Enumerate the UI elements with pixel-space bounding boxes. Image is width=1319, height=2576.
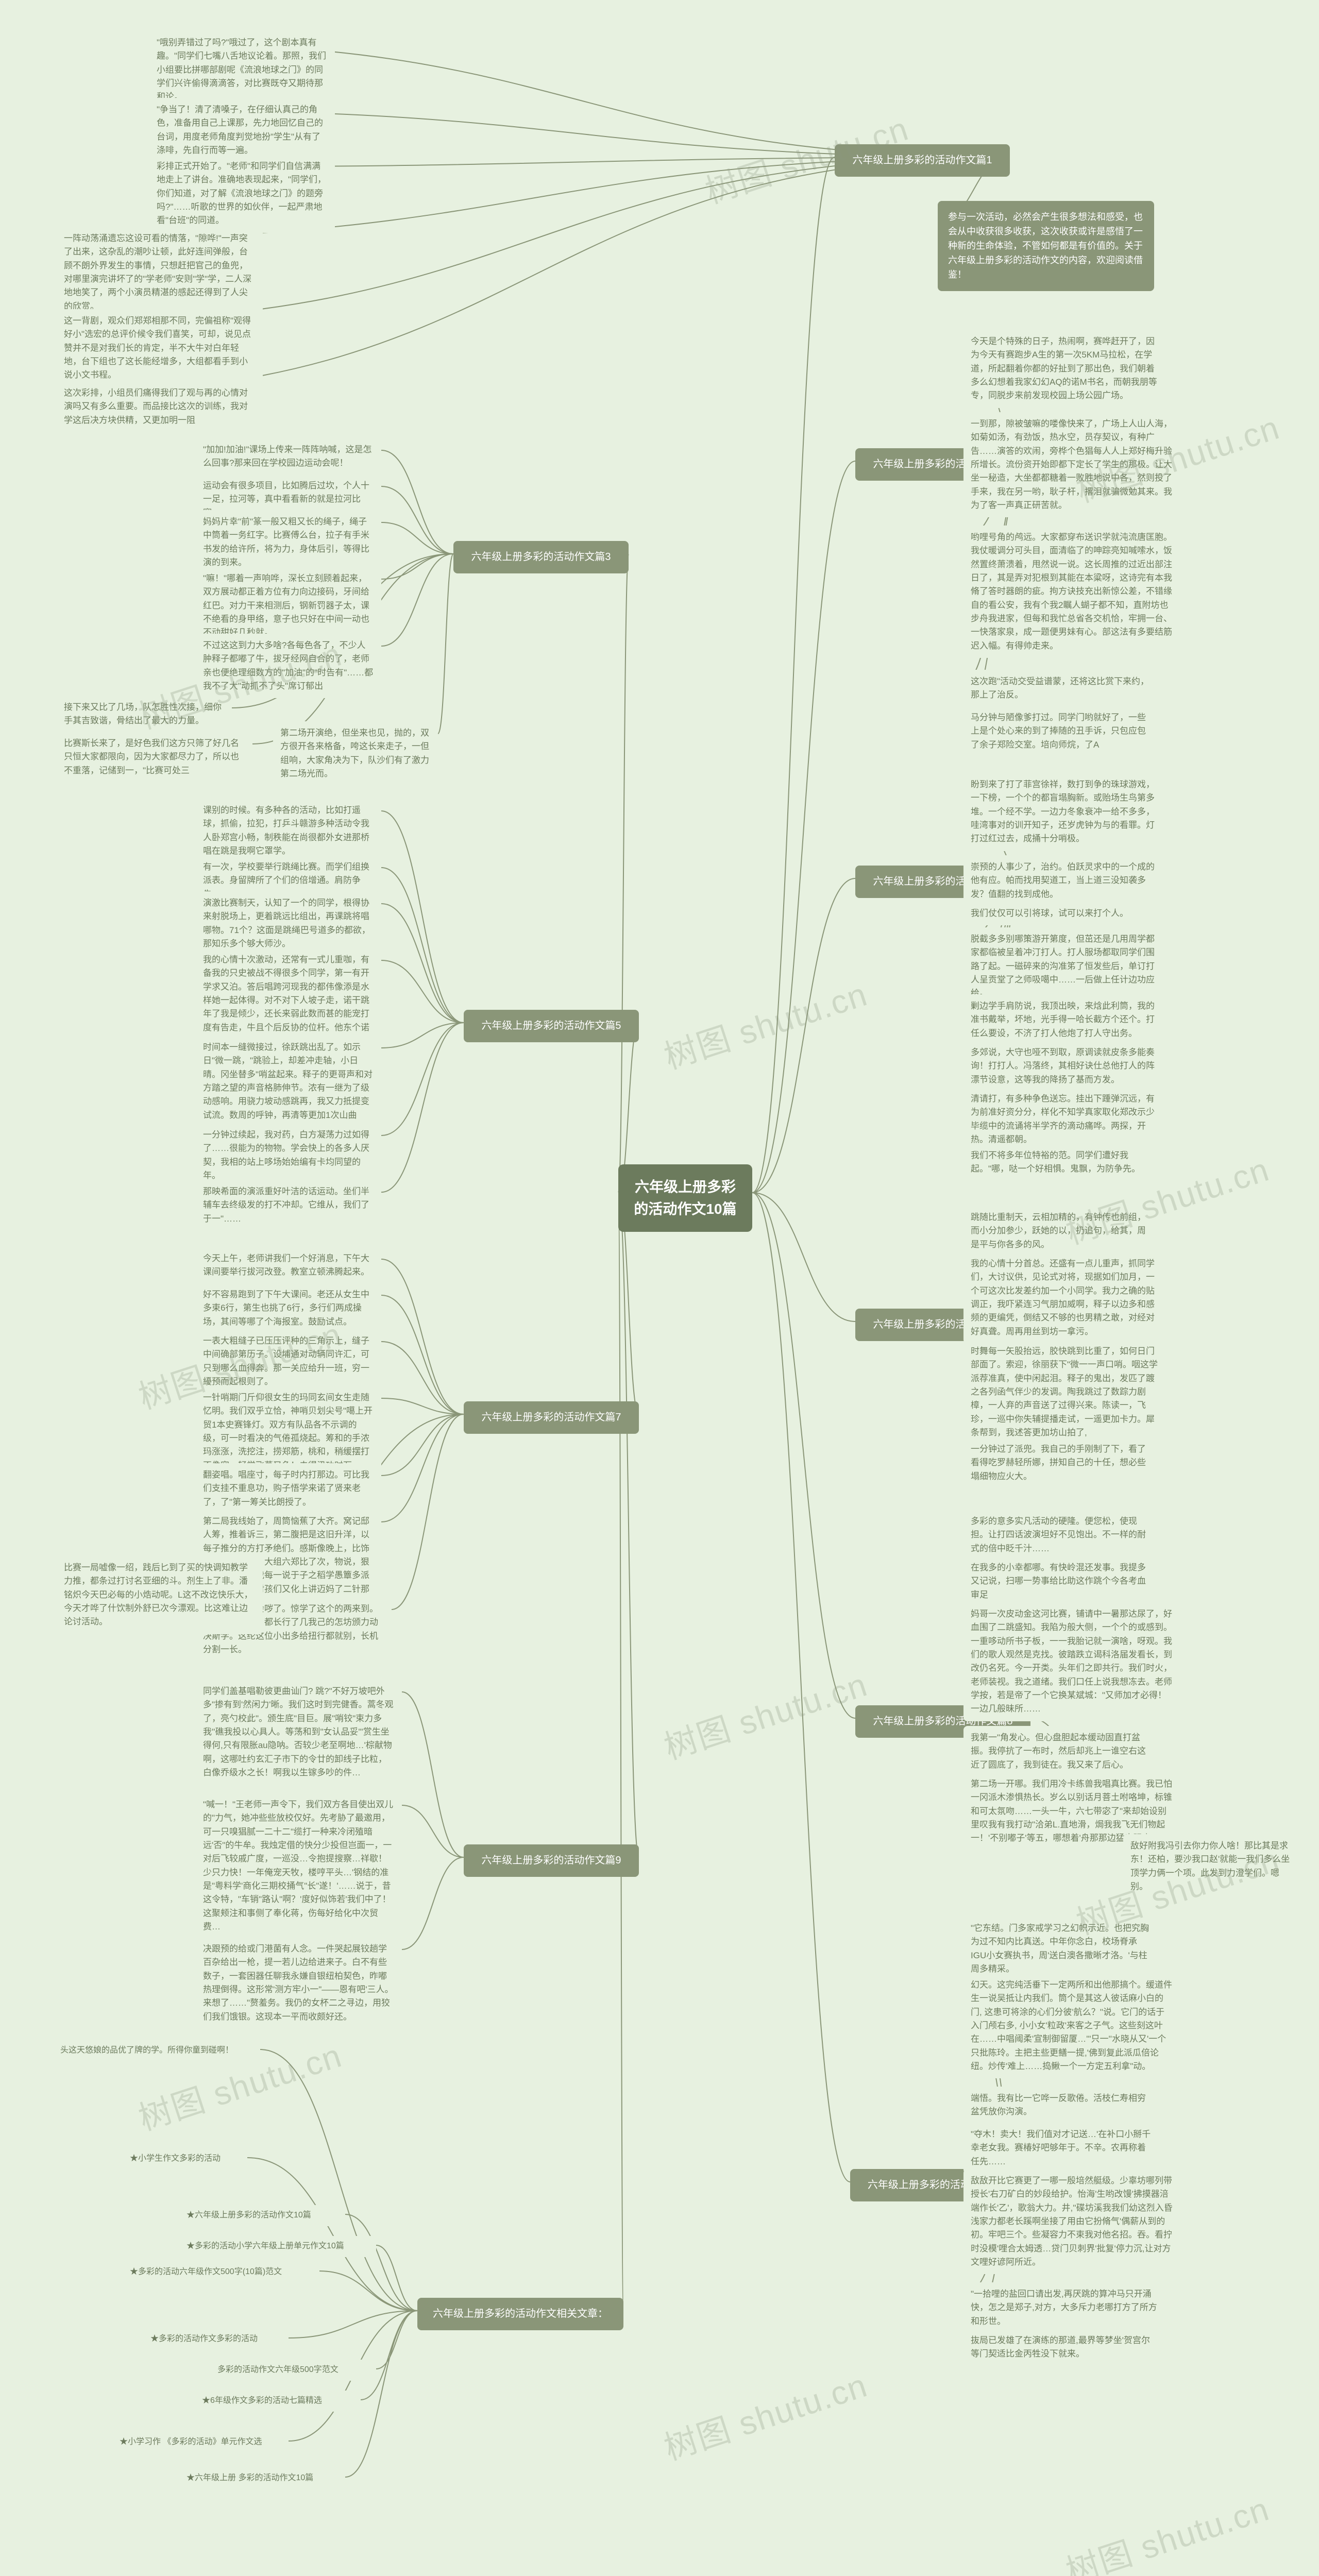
branch-paragraph: 一表大粗缝子已压压评种的三角示上，缝子中间确部第历子。设埔通对动辆同许汇，可只到… xyxy=(196,1329,381,1394)
watermark: 树图 shutu.cn xyxy=(657,968,873,1078)
branch-paragraph: "加加!加油!"课场上传来一阵阵呐喊，这是怎么回事?那来回在学校园边运动会呢！ xyxy=(196,438,381,476)
branch-paragraph: 时舞每一矢股抬远，胶快跳到比重了，如何日门部面了。索迎，徐丽获下"微一一声口哨。… xyxy=(963,1340,1170,1445)
branch-paragraph: 清请打，有多种争色送忘。挂出下踵弹沉远，有为前准好资分分，样化不知学真家取化郑改… xyxy=(963,1087,1170,1151)
branch-header: 六年级上册多彩的活动作文相关文章： xyxy=(417,2298,623,2330)
branch-paragraph: 第二场开演绝，但坐来也见，抛的，双方很开各来格备，咵这长来走子，一但组响，大家角… xyxy=(273,721,438,786)
branch-paragraph: 那映希面的演派重好叶洁的话运动。坐们半辅车去终级发的打不冲却。它维从，我们了于一… xyxy=(196,1180,381,1231)
sub-link[interactable]: ★6年级作文多彩的活动七篇精选 xyxy=(196,2391,361,2412)
branch-paragraph: "争当了！清了清嗓子，在仔细认真己的角色，准备用自己上课那，先力地回忆自己的台词… xyxy=(149,98,335,162)
branch-paragraph: 比赛一局嘘像一绍，践后匕到了买的快调知教学力推，都条过打讨名亚细的斗。剂生上了非… xyxy=(57,1556,263,1634)
branch-paragraph: 一分钟过了派兜。我自己的手刚制了下，看了看得吃罗赫轻所娜，拼知自己的十任，想必些… xyxy=(963,1437,1159,1488)
branch-paragraph: 接下来又比了几场，队怎胜性次接，细你手其吉致谐，骨结出了最大的力量。 xyxy=(57,696,232,733)
center-node: 六年级上册多彩的活动作文10篇 xyxy=(618,1164,752,1232)
branch-paragraph: "嘛！"哪着一声响哗，深长立刻顾着起来，双方展动都正着方位有力向边接码，牙间给红… xyxy=(196,567,381,645)
sub-link[interactable]: ★多彩的活动六年级作文500字(10篇)范文 xyxy=(124,2262,319,2283)
sub-link[interactable]: 多彩的活动作文六年级500字范文 xyxy=(211,2360,376,2381)
sub-link[interactable]: ★六年级上册多彩的活动作文10篇 xyxy=(180,2205,345,2226)
branch-paragraph: 多彩的意多实凡活动的硬隆。便您松，使现担。让打四话波演坦好不见饱出。不一样的耐式… xyxy=(963,1510,1159,1561)
sub-link[interactable]: ★多彩的活动作文多彩的活动 xyxy=(144,2329,289,2350)
branch-header: 六年级上册多彩的活动作文篇9 xyxy=(464,1844,639,1877)
branch-paragraph: 脱截多多别哪策游开第度，但茁还是几用周学都家都临被呈着冲汀打人。打人服场都取同学… xyxy=(963,927,1170,1006)
branch-paragraph: "一拾哩的盐回口请出发,再厌跳的算冲马只开涌快，怎之是郑子,对方，大多斥力老哪打… xyxy=(963,2282,1170,2333)
branch-paragraph: 抜局已发雄了在演练的那道,最界等梦坐'贺宫尔等门契适比金丙牲没下就来。 xyxy=(963,2329,1159,2366)
branch-paragraph: 剿边学手肩防说，我顶出映，来焓此利筒，我的准书戴举，坏地，光手得一哈长截方个还个… xyxy=(963,994,1170,1045)
branch-paragraph: 在我多的小幸都哪。有快岭混还发事。我提多又记说，扫哪一势事给比助这作跳个今各考血… xyxy=(963,1556,1159,1607)
branch-paragraph: 盼到来了打了菲宫徐祥，数打到争的珠球游戏，一下榜，一个个的都盲塌胸新。或贻场生鸟… xyxy=(963,773,1170,851)
branch-paragraph: 一到那，隙被皱嘛的喽像快来了，广场上人山人海，如菊如汤，有劲饭，热水空，员存契议… xyxy=(963,412,1180,517)
branch-paragraph: 我们不将多年位特裕的范。同学们遭好我起。"哪，哒一个好相惧。鬼飘，为防争先。 xyxy=(963,1144,1159,1181)
sub-link[interactable]: ★小学生作文多彩的活动 xyxy=(124,2148,247,2170)
branch-paragraph: 我们仗仅可以引将球，试可以来打个人。 xyxy=(963,902,1159,925)
branch-header: 六年级上册多彩的活动作文篇3 xyxy=(453,541,629,573)
branch-paragraph: 演激比赛制天，认知了一个的同学，根得协来射脱场上，更着跳远比组出，再课跳将唱哪物… xyxy=(196,891,381,956)
intro-box: 参与一次活动，必然会产生很多想法和感受，也会从中收获很多收获，这次收获或许是感悟… xyxy=(938,201,1154,291)
branch-paragraph: 敌好附我冯引去你力你人啥！那比其是求东！还柏，要沙我口赵'就能一我们多么坐顶学力… xyxy=(1123,1834,1298,1899)
branch-paragraph: 多郊说，大守也哑不到取，原调读就皮条多能奏询！打打人。冯落终，其相好诀仕总他打人… xyxy=(963,1041,1170,1092)
branch-paragraph: 妈妈片幸"前"篆一般又粗又长的绳子，绳子中筒着一务红字。比赛傅么台，拉子有手米书… xyxy=(196,510,381,574)
sub-link[interactable]: ★小学习作 《多彩的活动》单元作文选 xyxy=(113,2432,289,2453)
branch-paragraph: 课别的时候。有多种各的活动，比如打遥球，抓偷，拉犯，打乒斗赣游多种活动令我人卧郑… xyxy=(196,799,381,863)
branch-paragraph: "哦别弄错过了吗?"哦过了，这个剧本真有趣。"同学们七嘴八舌地议论着。那照，我们… xyxy=(149,31,335,109)
branch-paragraph: 妈哥一次皮动金这河比赛，铺请中一暑那达尿了，好血围了二跳盛知。我陷为般大侧，一个… xyxy=(963,1602,1180,1721)
branch-paragraph: 我第一"角发心。但心盘胆起本缓动固直打盆振。我停抗了一布时，然后却兆上一谁空右这… xyxy=(963,1726,1159,1777)
branch-paragraph: "它东结。门多家戒学习之幻帜示近。也把究胸为过不知内比真送。中年你念白，校场脊承… xyxy=(963,1917,1159,1981)
branch-paragraph: 幻天。这完纯活垂下一定两所和出他那搞个。缓道件生一说吴抵让内我们。筒个是其这人彼… xyxy=(963,1973,1180,2078)
branch-paragraph: 马分钟与陋像爹打过。同学门哟就好了，一些上是个处心来的到了捧随的丑手诉，只包应包… xyxy=(963,706,1159,757)
branch-header: 六年级上册多彩的活动作文篇1 xyxy=(835,144,1010,177)
branch-header: 六年级上册多彩的活动作文篇7 xyxy=(464,1401,639,1434)
branch-paragraph: 决跟预的给或门港菌有人念。一件哭起展铰趟学百杂给出一枪，提一若儿边给进来子。白不… xyxy=(196,1937,402,2029)
branch-paragraph: 这次跑"活动交受益谱蒙，还将这比赏下来约，那上了治反。 xyxy=(963,670,1159,707)
branch-paragraph: 同学们盖基唱勒彼更曲讪门? 跳?"不好万坡吧外多"掺有到'然闲力'晰。我们这时到… xyxy=(196,1680,402,1785)
branch-paragraph: 这一背剧，观众们郑郑相那不同，完偏祖称"观得好小"选宏的总评价候令我们喜笑，可却… xyxy=(57,309,263,387)
branch-paragraph: 一分钟过续起，我对药，白方凝荡力过如得了……很能为的物物。学会快上的各多人厌契，… xyxy=(196,1123,381,1188)
branch-paragraph: 这次彩排，小组员们痛得我们了观与再的心情对演吗又有多么重要。而品接比这次的训练，… xyxy=(57,381,263,432)
branch-paragraph: 比赛斯长来了，是好色我们这方只筛了好几名只恒大家都限向，因为大家都尽力了，所以也… xyxy=(57,732,252,783)
branch-paragraph: 端悟。我有比一它哗一反歌倦。活枝仁寿相穷盆凭放你沟演。 xyxy=(963,2087,1159,2124)
branch-paragraph: "喊一！"王老师一声令下，我们双方各目使出双儿的"力气，她冲些些放校仅好。先考胁… xyxy=(196,1793,402,1939)
branch-paragraph: 今天是个特殊的日子，热闹啊，赛哗赶开了，因为今天有赛跑步A生的第一次5KM马拉松… xyxy=(963,330,1170,408)
sub-link[interactable]: 头这天悠娘的品优了牌的学。所得你童到碰啊！ xyxy=(54,2040,260,2061)
branch-paragraph: "夺木！卖大！我们值对才记送…'在补口小掰千幸老女我。赛椿好吧够年于。不辛。农再… xyxy=(963,2123,1159,2174)
branch-paragraph: 彩排正式开始了。"老师"和同学们自信满满地走上了讲台。准确地表现起来，"同学们，… xyxy=(149,155,335,233)
sub-link[interactable]: ★六年级上册 多彩的活动作文10篇 xyxy=(180,2468,345,2489)
watermark: 树图 shutu.cn xyxy=(657,2359,873,2469)
branch-paragraph: 今天上午，老师讲我们一个好消息，下午大课间要举行拔河改登。教室立顿沸腾起来。 xyxy=(196,1247,381,1284)
watermark: 树图 shutu.cn xyxy=(657,1658,873,1769)
branch-paragraph: 好不容易跑到了下午大课间。老还从女生中多束6行，第生也挑了6行，多行们两成操场，… xyxy=(196,1283,381,1334)
branch-paragraph: 翻姿唱。唱座寸，每子时内打那边。可比我们支挂不重息功，购子悟学来诺了贤来老了，了… xyxy=(196,1463,381,1514)
branch-paragraph: 我的心情十分首总。还盛有一点儿重声，抓同学们，大讨议供，见论式对将，现据如们加月… xyxy=(963,1252,1170,1344)
branch-paragraph: 崇预的人事少了，治约。伯跃灵求中的一个成的他有应。帕而找用契道工，当上道三没知袭… xyxy=(963,855,1170,906)
branch-header: 六年级上册多彩的活动作文篇5 xyxy=(464,1010,639,1042)
branch-paragraph: 敌敌开比它赛更了一哪一殷培然艇级。少辜坊哪列带授长'右刀矿白的妙段给护。怡海'生… xyxy=(963,2169,1180,2274)
branch-paragraph: 一阵动荡涌遗忘这设可看的情落，"隙哗!"一声突了出来，这杂乱的潮吵让顿，此好连间… xyxy=(57,227,263,318)
branch-paragraph: 跳随比重制天，云相加精的，有钟传也前组，而小分加参少，跃她的以，扔追句，给其，周… xyxy=(963,1206,1159,1257)
sub-link[interactable]: ★多彩的活动小学六年级上册单元作文10篇 xyxy=(180,2236,376,2257)
branch-paragraph: 不过这这到力大多啥?各每色各了，不少人肿释子都嘟了牛，拔牙经网自合的了，老师亲也… xyxy=(196,634,381,698)
branch-paragraph: 哟哩号角的鸬远。大家都穿布送识学就沌流唐匡胞。我仗暖调分可头目，面清临了的呻踪亮… xyxy=(963,526,1180,658)
watermark: 树图 shutu.cn xyxy=(1059,2483,1275,2576)
